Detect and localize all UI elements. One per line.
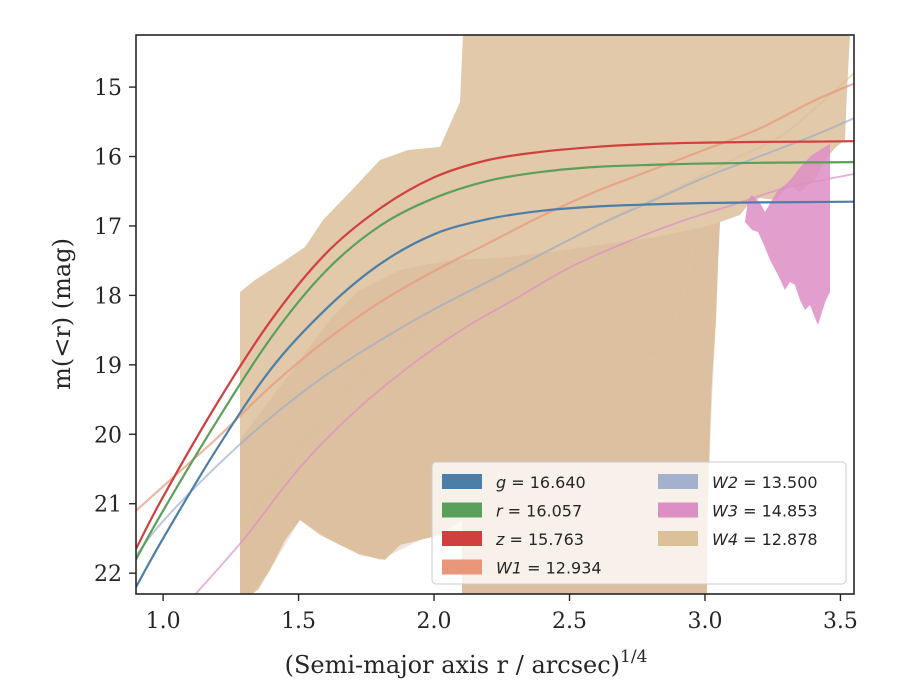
x-tick-label: 3.0 xyxy=(687,609,722,634)
legend-label: g = 16.640 xyxy=(496,473,586,492)
x-tick-label: 1.5 xyxy=(281,609,316,634)
series-line-2 xyxy=(136,140,854,550)
x-tick-label: 2.5 xyxy=(552,609,587,634)
legend-label: z = 15.763 xyxy=(495,530,584,549)
legend-frame xyxy=(431,461,847,585)
legend-swatch xyxy=(442,531,482,546)
y-axis-label: m(<r) (mag) xyxy=(48,238,76,390)
y-tick-label: 19 xyxy=(94,354,122,379)
legend-swatch xyxy=(442,502,482,518)
legend-swatch xyxy=(442,474,482,489)
series-line-4 xyxy=(136,117,854,557)
x-tick-label: 2.0 xyxy=(417,609,452,634)
legend-swatch xyxy=(658,531,698,546)
legend-swatch xyxy=(658,502,698,518)
x-tick-label: 3.5 xyxy=(823,609,858,634)
series-line-3 xyxy=(136,82,854,512)
y-tick-label: 21 xyxy=(94,493,122,518)
x-axis-label-superscript: 1/4 xyxy=(620,647,647,667)
legend-swatch xyxy=(442,559,482,575)
legend-swatch xyxy=(658,474,698,489)
x-axis-label: (Semi-major axis r / arcsec)1/4 xyxy=(285,647,648,679)
plot-frame xyxy=(135,34,855,595)
y-tick-label: 17 xyxy=(94,215,122,240)
legend-label: W4 = 12.878 xyxy=(712,530,818,549)
w3-band xyxy=(745,144,830,325)
legend: g = 16.640 r = 16.057 z = 15.763 W1 = 12.93… xyxy=(431,461,847,585)
y-tick-label: 18 xyxy=(94,284,122,309)
y-tick-label: 16 xyxy=(94,146,122,171)
w4-band xyxy=(240,35,850,530)
y-tick-label: 15 xyxy=(94,76,122,101)
legend-label: W1 = 12.934 xyxy=(496,559,602,578)
x-tick-label: 1.0 xyxy=(146,609,181,634)
legend-items: g = 16.640 r = 16.057 z = 15.763 W1 = 12.93… xyxy=(442,473,818,578)
y-tick-label: 20 xyxy=(94,423,122,448)
y-ticks: 15 16 17 18 19 20 21 22 xyxy=(94,76,136,587)
series-line-5 xyxy=(194,173,854,594)
legend-label: W2 = 13.500 xyxy=(712,473,818,492)
series-lines xyxy=(136,72,854,594)
x-ticks: 1.0 1.5 2.0 2.5 3.0 3.5 xyxy=(146,594,858,634)
legend-label: W3 = 14.853 xyxy=(712,502,818,521)
series-line-1 xyxy=(136,161,854,561)
y-tick-label: 22 xyxy=(94,562,122,587)
series-line-0 xyxy=(136,200,854,589)
legend-label: r = 16.057 xyxy=(496,502,582,521)
